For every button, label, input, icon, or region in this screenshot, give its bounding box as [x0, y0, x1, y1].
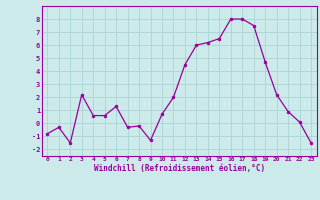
X-axis label: Windchill (Refroidissement éolien,°C): Windchill (Refroidissement éolien,°C)	[94, 164, 265, 173]
